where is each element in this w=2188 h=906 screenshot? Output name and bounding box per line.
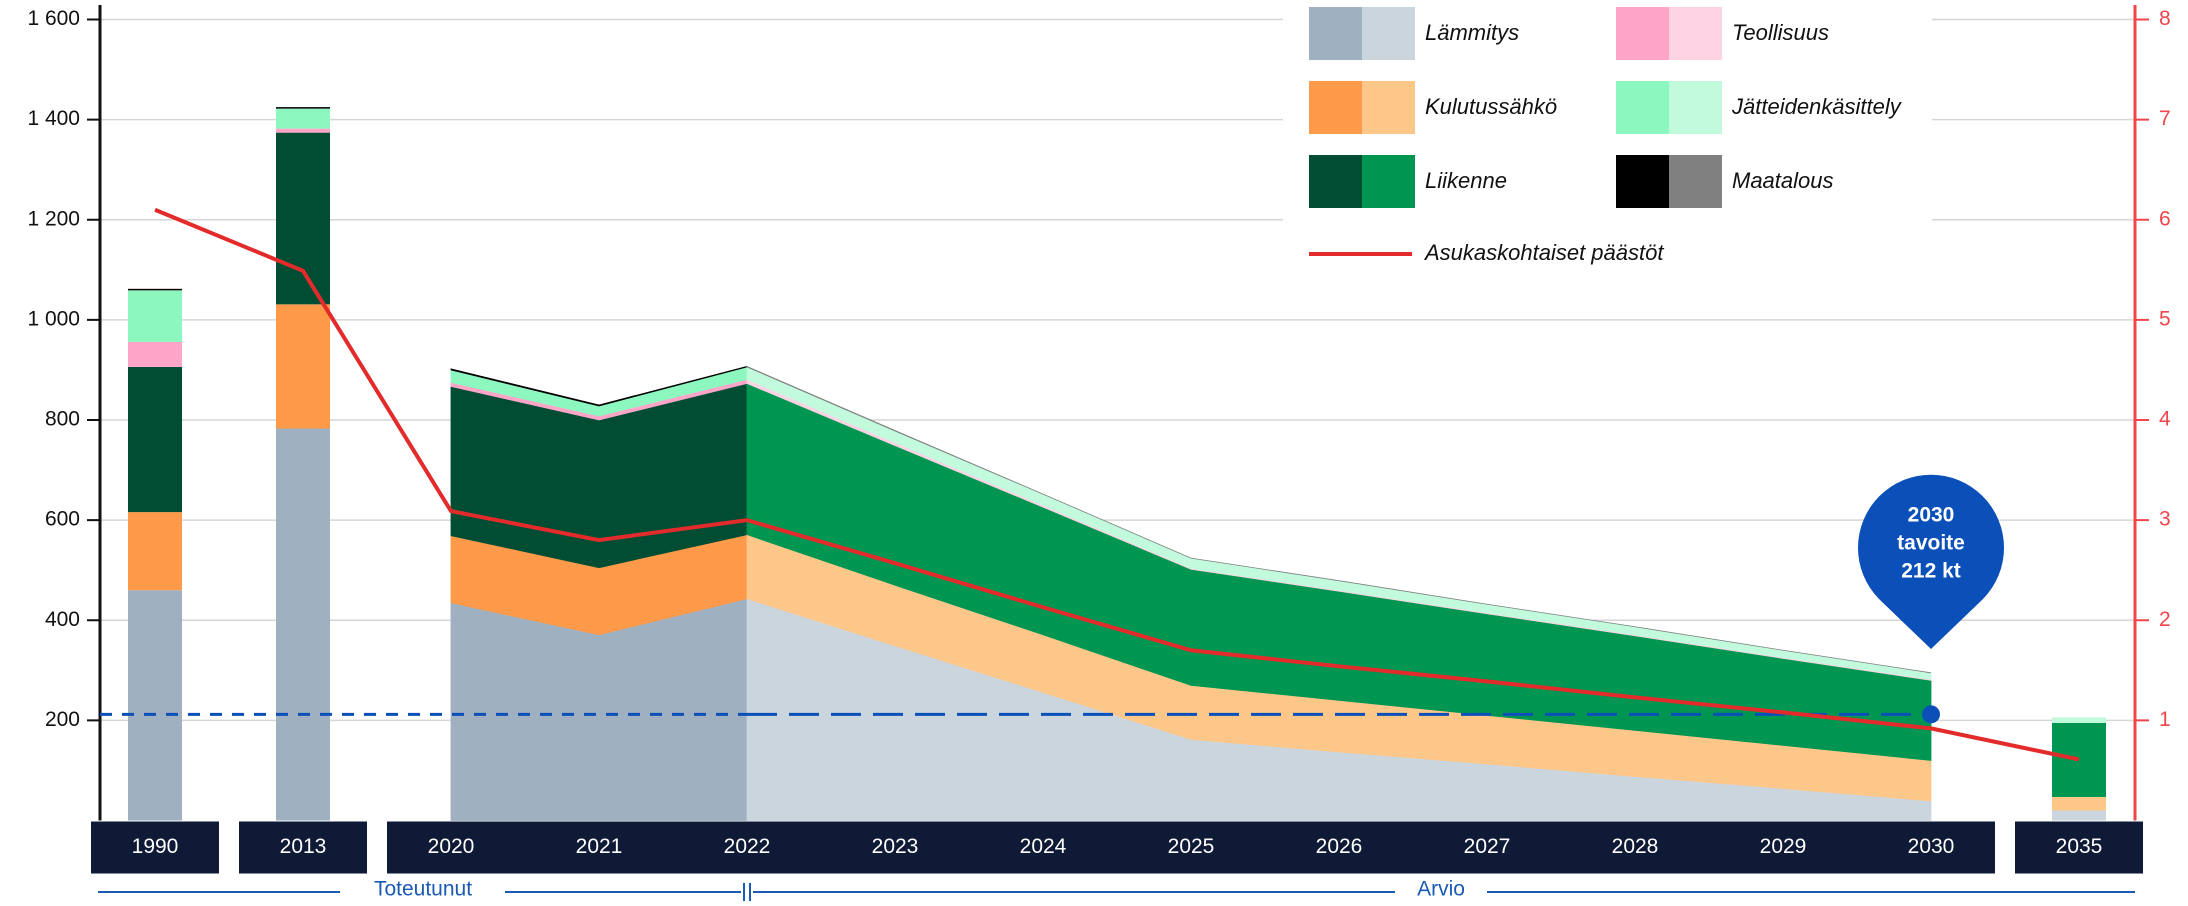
bar-segment xyxy=(128,590,182,821)
bar-segment xyxy=(128,290,182,342)
period-label: Toteutunut xyxy=(374,878,472,901)
bar-segment xyxy=(276,108,330,129)
y-tick-label: 600 xyxy=(45,508,80,531)
legend-label: Liikenne xyxy=(1425,168,1507,193)
legend-swatch xyxy=(1309,7,1362,60)
y2-tick-label: 1 xyxy=(2159,708,2171,731)
legend-swatch xyxy=(1362,7,1415,60)
x-tick-label: 2025 xyxy=(1168,835,1215,858)
x-tick-label: 2024 xyxy=(1020,835,1067,858)
x-axis-box xyxy=(239,821,367,874)
x-axis-box xyxy=(387,821,1995,874)
x-tick-label: 2029 xyxy=(1760,835,1807,858)
x-tick-label: 2035 xyxy=(2056,835,2103,858)
bar-segment xyxy=(128,288,182,291)
legend-swatch xyxy=(1616,155,1669,208)
target-dot xyxy=(1922,705,1940,724)
x-axis-box xyxy=(2015,821,2143,874)
target-label: 2030 xyxy=(1908,504,1955,527)
y2-tick-label: 8 xyxy=(2159,7,2171,30)
legend-label: Maatalous xyxy=(1732,168,1834,193)
y2-tick-label: 7 xyxy=(2159,107,2171,130)
legend-swatch xyxy=(1669,81,1722,134)
y2-tick-label: 6 xyxy=(2159,207,2171,230)
target-label: tavoite xyxy=(1897,532,1965,555)
x-tick-label: 2026 xyxy=(1316,835,1363,858)
bar-segment xyxy=(2052,722,2106,797)
y2-tick-label: 3 xyxy=(2159,508,2171,531)
y-tick-label: 200 xyxy=(45,708,80,731)
bar-segment xyxy=(276,428,330,821)
bar-segment xyxy=(276,107,330,109)
legend-label: Teollisuus xyxy=(1732,20,1829,45)
x-tick-label: 1990 xyxy=(132,835,179,858)
legend-label: Lämmitys xyxy=(1425,20,1519,45)
y-tick-label: 400 xyxy=(45,608,80,631)
target-balloon xyxy=(1857,474,2004,649)
x-tick-label: 2021 xyxy=(576,835,623,858)
y-tick-label: 1 000 xyxy=(27,307,80,330)
bar-segment xyxy=(276,128,330,133)
x-tick-label: 2013 xyxy=(280,835,327,858)
target-label: 212 kt xyxy=(1901,560,1961,583)
legend-label: Kulutussähkö xyxy=(1425,94,1557,119)
y-tick-label: 1 400 xyxy=(27,107,80,130)
bar-segment xyxy=(276,132,330,305)
x-tick-label: 2027 xyxy=(1464,835,1511,858)
y-tick-label: 800 xyxy=(45,408,80,431)
period-label: Arvio xyxy=(1417,878,1465,901)
x-axis-box xyxy=(91,821,219,874)
legend-swatch xyxy=(1616,81,1669,134)
bar-segment xyxy=(2052,810,2106,821)
area xyxy=(746,365,1932,674)
legend-swatch xyxy=(1669,155,1722,208)
legend-swatch xyxy=(1669,7,1722,60)
x-tick-label: 2020 xyxy=(428,835,475,858)
legend-swatch xyxy=(1309,155,1362,208)
legend-swatch xyxy=(1362,81,1415,134)
legend-label: Jätteidenkäsittely xyxy=(1731,94,1903,119)
y2-tick-label: 4 xyxy=(2159,408,2171,431)
legend-swatch xyxy=(1309,81,1362,134)
x-tick-label: 2028 xyxy=(1612,835,1659,858)
legend-swatch xyxy=(1362,155,1415,208)
legend-swatch xyxy=(1616,7,1669,60)
bar-segment xyxy=(128,341,182,367)
legend-label: Asukaskohtaiset päästöt xyxy=(1423,240,1664,265)
y-tick-label: 1 200 xyxy=(27,207,80,230)
bar-segment xyxy=(2052,796,2106,811)
x-tick-label: 2022 xyxy=(724,835,771,858)
y2-tick-label: 5 xyxy=(2159,307,2171,330)
bar-segment xyxy=(2052,717,2106,723)
bar-segment xyxy=(128,366,182,513)
x-tick-label: 2030 xyxy=(1908,835,1955,858)
y2-tick-label: 2 xyxy=(2159,608,2171,631)
y-tick-label: 1 600 xyxy=(27,7,80,30)
bar-segment xyxy=(128,512,182,591)
x-tick-label: 2023 xyxy=(872,835,919,858)
line xyxy=(154,207,2080,762)
bar-segment xyxy=(276,304,330,429)
